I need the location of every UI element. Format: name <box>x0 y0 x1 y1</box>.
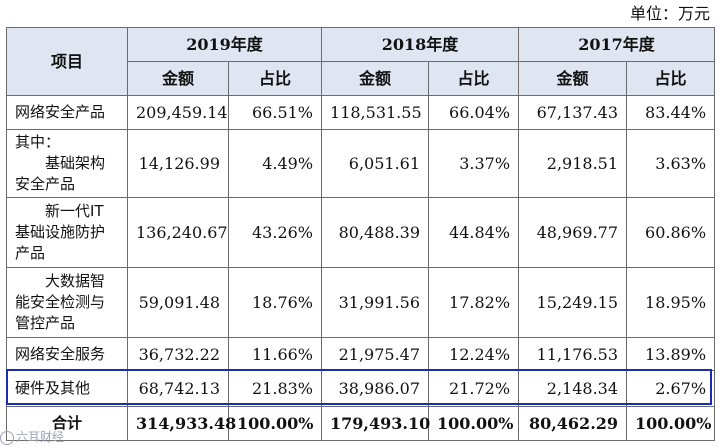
cell-value: 68,742.13 <box>127 370 229 407</box>
cell-value: 36,732.22 <box>127 337 229 371</box>
cell-value: 100.00% <box>227 406 323 441</box>
cell-value: 59,091.48 <box>127 267 229 338</box>
header-amount: 金额 <box>321 61 430 96</box>
row-label-line: 产品 <box>15 244 46 262</box>
cell-value: 3.63% <box>626 129 716 198</box>
table-row: 网络安全服务 36,732.22 11.66% 21,975.47 12.24%… <box>6 337 716 371</box>
row-label-line: 管控产品 <box>15 314 76 332</box>
cell-value: 136,240.67 <box>127 197 229 268</box>
header-ratio: 占比 <box>626 61 716 96</box>
watermark-logo-icon <box>0 430 14 445</box>
cell-value: 100.00% <box>428 406 520 441</box>
revenue-table: 项目 2019年度 2018年度 2017年度 金额 占比 金额 占比 金额 占… <box>6 27 716 441</box>
cell-value: 6,051.61 <box>321 129 430 198</box>
row-label-line: 硬件及其他 <box>15 379 91 397</box>
row-label-line: 基础架构 <box>45 154 106 172</box>
cell-value: 11,176.53 <box>518 337 628 371</box>
header-ratio: 占比 <box>227 61 323 96</box>
cell-value: 38,986.07 <box>321 370 430 407</box>
cell-value: 314,933.48 <box>127 406 236 441</box>
table-row-highlighted: 硬件及其他 68,742.13 21.83% 38,986.07 21.72% … <box>6 370 716 407</box>
cell-value: 48,969.77 <box>518 197 628 268</box>
row-label: 网络安全产品 <box>6 95 128 130</box>
cell-value: 15,249.15 <box>518 267 628 338</box>
row-label-line: 其中： <box>15 133 61 151</box>
header-year-2018: 2018年度 <box>321 27 520 62</box>
cell-value: 12.24% <box>428 337 520 371</box>
cell-value: 43.26% <box>227 197 323 268</box>
row-label-line: 安全产品 <box>15 175 76 193</box>
cell-value: 21,975.47 <box>321 337 430 371</box>
header-item: 项目 <box>6 27 128 96</box>
row-label: 网络安全服务 <box>6 337 128 371</box>
row-label-line: 基础设施防护 <box>15 223 106 241</box>
header-row-years: 项目 2019年度 2018年度 2017年度 <box>6 27 716 96</box>
row-label-line: 网络安全产品 <box>15 103 106 121</box>
cell-value: 80,462.29 <box>518 406 628 441</box>
cell-value: 60.86% <box>626 197 716 268</box>
cell-value: 44.84% <box>428 197 520 268</box>
cell-value: 66.04% <box>428 95 520 130</box>
cell-value: 66.51% <box>227 95 323 130</box>
cell-value: 3.37% <box>428 129 520 198</box>
header-ratio: 占比 <box>428 61 520 96</box>
cell-value: 21.72% <box>428 370 520 407</box>
cell-value: 17.82% <box>428 267 520 338</box>
header-amount: 金额 <box>127 61 229 96</box>
table-row: 网络安全产品 209,459.14 66.51% 118,531.55 66.0… <box>6 95 716 130</box>
cell-value: 14,126.99 <box>127 129 229 198</box>
cell-value: 209,459.14 <box>127 95 229 130</box>
header-year-2019: 2019年度 <box>126 27 323 62</box>
total-row: 合计 314,933.48 100.00% 179,493.10 100.00%… <box>6 406 716 441</box>
highlight-box <box>6 369 712 405</box>
cell-value: 100.00% <box>626 406 716 441</box>
header-year-2017: 2017年度 <box>518 27 716 62</box>
table-row: 新一代IT 基础设施防护 产品 136,240.67 43.26% 80,488… <box>6 197 716 268</box>
cell-value: 4.49% <box>227 129 323 198</box>
cell-value: 83.44% <box>626 95 716 130</box>
table-row: 大数据智 能安全检测与 管控产品 59,091.48 18.76% 31,991… <box>6 267 716 338</box>
row-label-line: 能安全检测与 <box>15 293 106 311</box>
cell-value: 2.67% <box>626 370 716 407</box>
cell-value: 13.89% <box>626 337 716 371</box>
cell-value: 2,148.34 <box>518 370 628 407</box>
row-label: 其中： 基础架构 安全产品 <box>6 129 128 198</box>
cell-value: 31,991.56 <box>321 267 430 338</box>
cell-value: 18.76% <box>227 267 323 338</box>
row-label-line: 网络安全服务 <box>15 344 106 363</box>
cell-value: 67,137.43 <box>518 95 628 130</box>
cell-value: 80,488.39 <box>321 197 430 268</box>
cell-value: 179,493.10 <box>321 406 430 441</box>
watermark-text: 六耳财经 <box>16 430 65 444</box>
row-label-line: 大数据智 <box>45 272 106 290</box>
cell-value: 2,918.51 <box>518 129 628 198</box>
cell-value: 118,531.55 <box>321 95 430 130</box>
table-row: 其中： 基础架构 安全产品 14,126.99 4.49% 6,051.61 3… <box>6 129 716 198</box>
watermark: 六耳财经 <box>0 427 64 447</box>
header-row-metrics: 金额 占比 金额 占比 金额 占比 <box>7 61 716 96</box>
row-label-line: 新一代IT <box>45 202 104 220</box>
cell-value: 18.95% <box>626 267 716 338</box>
row-label: 新一代IT 基础设施防护 产品 <box>6 197 128 268</box>
row-label: 大数据智 能安全检测与 管控产品 <box>6 267 128 338</box>
unit-label: 单位：万元 <box>629 4 710 23</box>
cell-value: 11.66% <box>227 337 323 371</box>
header-amount: 金额 <box>518 61 628 96</box>
